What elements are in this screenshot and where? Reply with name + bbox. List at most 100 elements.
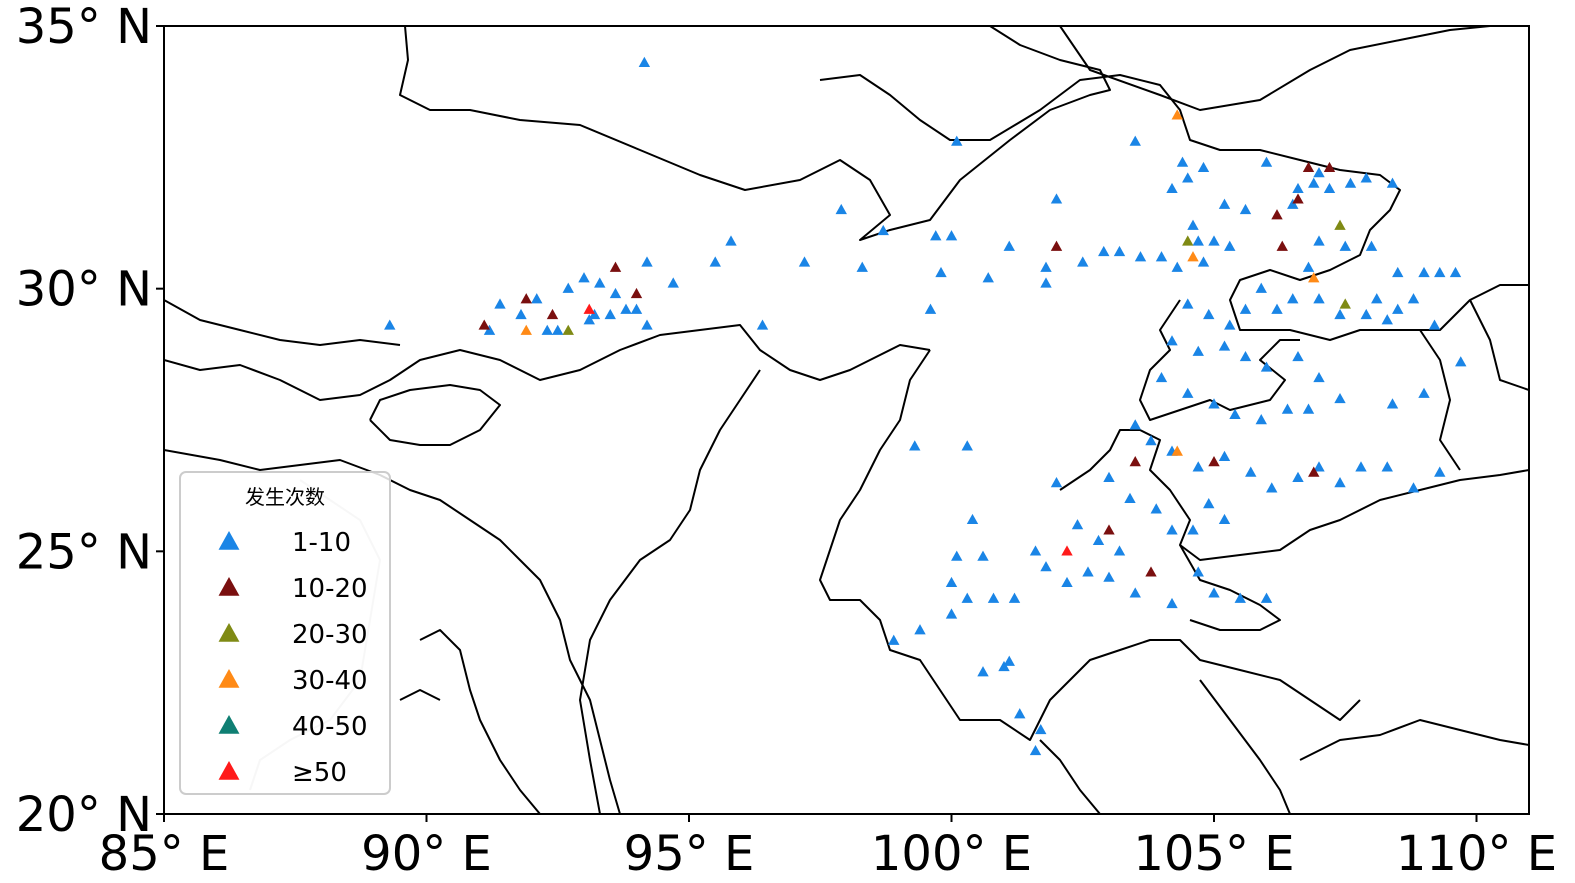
occurrence-marker xyxy=(1082,566,1094,577)
occurrence-marker xyxy=(1103,471,1115,482)
legend-marker xyxy=(218,761,240,780)
occurrence-marker xyxy=(1455,356,1467,367)
occurrence-marker xyxy=(1287,198,1299,209)
boundary-lines xyxy=(164,26,1529,814)
occurrence-marker xyxy=(520,324,532,335)
legend-marker xyxy=(218,623,240,642)
occurrence-marker xyxy=(1061,545,1073,556)
occurrence-marker xyxy=(1292,350,1304,362)
x-tick-label: 105° E xyxy=(1133,826,1294,879)
x-tick-label: 95° E xyxy=(624,826,755,879)
occurrence-marker xyxy=(1302,161,1315,173)
occurrence-marker xyxy=(945,576,958,588)
occurrence-marker xyxy=(756,319,769,330)
occurrence-marker xyxy=(1418,266,1430,278)
occurrence-marker xyxy=(1407,482,1420,493)
occurrence-marker xyxy=(1129,135,1141,146)
occurrence-marker xyxy=(604,308,616,320)
occurrence-marker xyxy=(1071,519,1084,530)
occurrence-marker xyxy=(494,298,506,309)
occurrence-marker xyxy=(1029,744,1042,756)
occurrence-marker xyxy=(1040,277,1052,288)
occurrence-marker xyxy=(1260,361,1273,372)
legend-label: 20-30 xyxy=(292,620,368,650)
occurrence-marker xyxy=(1134,251,1147,262)
occurrence-marker xyxy=(562,324,574,335)
occurrence-marker xyxy=(1155,371,1168,383)
occurrence-marker xyxy=(1313,461,1325,472)
map-background xyxy=(164,26,1529,814)
occurrence-marker xyxy=(1224,240,1236,251)
guangxi-coast xyxy=(1299,719,1529,761)
bhutan-outline xyxy=(369,384,501,446)
occurrence-marker xyxy=(1218,340,1231,351)
occurrence-marker xyxy=(1166,182,1178,194)
occurrence-marker xyxy=(1392,303,1404,314)
occurrence-marker xyxy=(1092,534,1105,546)
occurrence-marker xyxy=(1334,308,1346,320)
occurrence-marker xyxy=(1182,172,1194,183)
occurrence-marker xyxy=(483,324,496,335)
north-boundary xyxy=(399,26,1111,241)
inner-mongolia-line xyxy=(1059,26,1491,111)
legend-marker xyxy=(218,715,240,734)
occurrence-marker xyxy=(1035,723,1047,735)
occurrence-marker xyxy=(1040,261,1052,272)
legend-marker xyxy=(218,577,240,596)
occurrence-marker xyxy=(1434,266,1446,278)
occurrence-markers xyxy=(384,56,1467,756)
occurrence-marker xyxy=(1323,182,1336,194)
occurrence-marker xyxy=(1355,461,1367,472)
occurrence-marker xyxy=(1208,456,1220,467)
occurrence-marker xyxy=(998,660,1010,672)
occurrence-marker xyxy=(966,513,979,525)
occurrence-marker xyxy=(977,666,989,677)
x-axis: 85° E 90° E 95° E 100° E 105° E 110° E xyxy=(99,814,1557,882)
occurrence-marker xyxy=(641,319,653,330)
occurrence-marker xyxy=(1386,398,1399,409)
occurrence-marker xyxy=(1292,471,1304,482)
occurrence-marker xyxy=(1187,251,1199,262)
occurrence-marker xyxy=(1255,414,1267,425)
occurrence-marker xyxy=(987,592,1000,603)
legend-items: 1-10 10-20 20-30 30-40 40-50 ≥50 xyxy=(218,528,368,788)
occurrence-marker xyxy=(638,56,651,67)
bangladesh-coast xyxy=(399,629,541,814)
occurrence-marker xyxy=(1182,298,1194,309)
occurrence-marker xyxy=(1313,167,1325,178)
occurrence-marker xyxy=(1103,524,1115,535)
legend-title: 发生次数 xyxy=(245,485,325,509)
occurrence-marker xyxy=(1308,272,1320,283)
occurrence-marker xyxy=(1208,235,1220,246)
occurrence-marker xyxy=(667,277,679,288)
x-tick-label: 100° E xyxy=(871,826,1032,879)
occurrence-marker xyxy=(1434,466,1446,477)
occurrence-marker xyxy=(630,303,643,314)
occurrence-marker xyxy=(1003,655,1015,666)
occurrence-marker xyxy=(1098,245,1110,257)
occurrence-marker xyxy=(1203,308,1215,320)
occurrence-marker xyxy=(1260,592,1273,603)
india-myanmar-line xyxy=(164,449,621,814)
occurrence-marker xyxy=(552,324,564,335)
occurrence-marker xyxy=(709,256,721,267)
occurrence-marker xyxy=(1208,398,1220,409)
occurrence-marker xyxy=(982,272,994,283)
occurrence-marker xyxy=(1234,592,1246,603)
occurrence-marker xyxy=(914,624,926,635)
occurrence-marker xyxy=(1197,256,1210,267)
y-tick-label: 25° N xyxy=(16,524,152,580)
occurrence-marker xyxy=(1313,235,1325,246)
occurrence-marker xyxy=(1182,235,1194,246)
occurrence-marker xyxy=(1171,445,1183,456)
laos-line xyxy=(1039,679,1291,814)
occurrence-marker xyxy=(562,282,574,293)
x-tick-label: 90° E xyxy=(361,826,492,879)
occurrence-marker xyxy=(1061,576,1073,588)
x-tick-label: 110° E xyxy=(1396,826,1557,879)
occurrence-marker xyxy=(1386,177,1399,188)
y-axis: 35° N 30° N 25° N 20° N xyxy=(16,0,164,843)
occurrence-marker xyxy=(1323,161,1336,173)
occurrence-marker xyxy=(1050,240,1063,251)
